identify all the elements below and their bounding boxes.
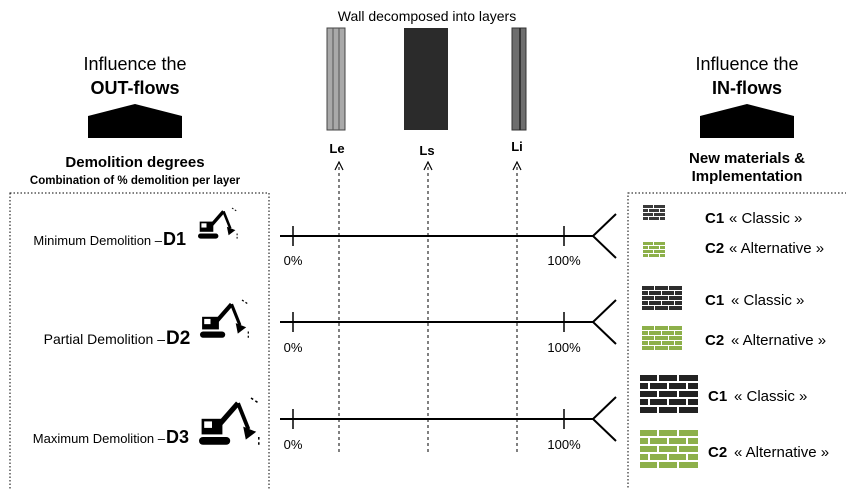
row-d1: Minimum Demolition – D1 0% 100% xyxy=(33,205,824,268)
option-label: « Alternative » xyxy=(729,240,824,257)
brick-icon xyxy=(642,326,682,350)
excavator-icon xyxy=(199,397,260,445)
row-d3: Maximum Demolition – D3 0% 100% xyxy=(33,375,829,468)
top-title: Wall decomposed into layers xyxy=(338,8,516,24)
option-label: « Classic » xyxy=(731,292,804,309)
layer-label-le: Le xyxy=(329,141,344,156)
option-label: « Alternative » xyxy=(734,444,829,461)
left-header-line2: OUT-flows xyxy=(91,78,180,98)
brick-icon xyxy=(643,242,665,257)
brick-icon xyxy=(640,375,698,413)
left-title: Demolition degrees xyxy=(65,154,204,171)
row-code: D3 xyxy=(166,427,189,447)
wall-layer-le xyxy=(326,27,346,131)
option-code: C2 xyxy=(708,444,727,461)
right-header-line1: Influence the xyxy=(695,54,798,74)
option-code: C1 xyxy=(705,210,724,227)
left-dotted-box xyxy=(9,192,270,489)
right-title-line1: New materials & xyxy=(689,150,805,167)
layer-label-ls: Ls xyxy=(419,143,434,158)
wall-layer-li xyxy=(511,27,527,131)
brick-icon xyxy=(642,286,682,310)
row-code: D1 xyxy=(163,229,186,249)
row-fork xyxy=(591,396,617,442)
row-fork xyxy=(591,299,617,345)
excavator-icon xyxy=(200,299,249,338)
option-label: « Classic » xyxy=(729,210,802,227)
row-end-label: 100% xyxy=(547,340,581,355)
row-end-label: 100% xyxy=(547,253,581,268)
option-code: C1 xyxy=(708,388,727,405)
row-start-label: 0% xyxy=(284,437,303,452)
row-start-label: 0% xyxy=(284,340,303,355)
row-fork xyxy=(591,213,617,259)
row-prefix: Minimum Demolition – xyxy=(33,233,162,248)
right-dotted-box xyxy=(627,192,846,489)
right-house-shape xyxy=(700,104,794,138)
option-code: C1 xyxy=(705,292,724,309)
left-subtitle: Combination of % demolition per layer xyxy=(30,175,241,187)
row-d2: Partial Demolition – D2 0% 100% xyxy=(44,286,826,355)
right-title-line2: Implementation xyxy=(692,168,803,185)
row-code: D2 xyxy=(166,328,190,349)
row-start-label: 0% xyxy=(284,253,303,268)
right-header-line2: IN-flows xyxy=(712,78,782,98)
option-label: « Alternative » xyxy=(731,332,826,349)
row-end-label: 100% xyxy=(547,437,581,452)
row-prefix: Maximum Demolition – xyxy=(33,431,166,446)
left-header-line1: Influence the xyxy=(83,54,186,74)
option-label: « Classic » xyxy=(734,388,807,405)
brick-icon xyxy=(640,430,698,468)
option-code: C2 xyxy=(705,240,724,257)
excavator-icon xyxy=(198,207,238,239)
brick-icon xyxy=(643,205,665,221)
wall-layer-ls xyxy=(404,28,448,130)
layer-label-li: Li xyxy=(511,139,523,154)
left-house-shape xyxy=(88,104,182,138)
option-code: C2 xyxy=(705,332,724,349)
row-prefix: Partial Demolition – xyxy=(44,331,166,347)
